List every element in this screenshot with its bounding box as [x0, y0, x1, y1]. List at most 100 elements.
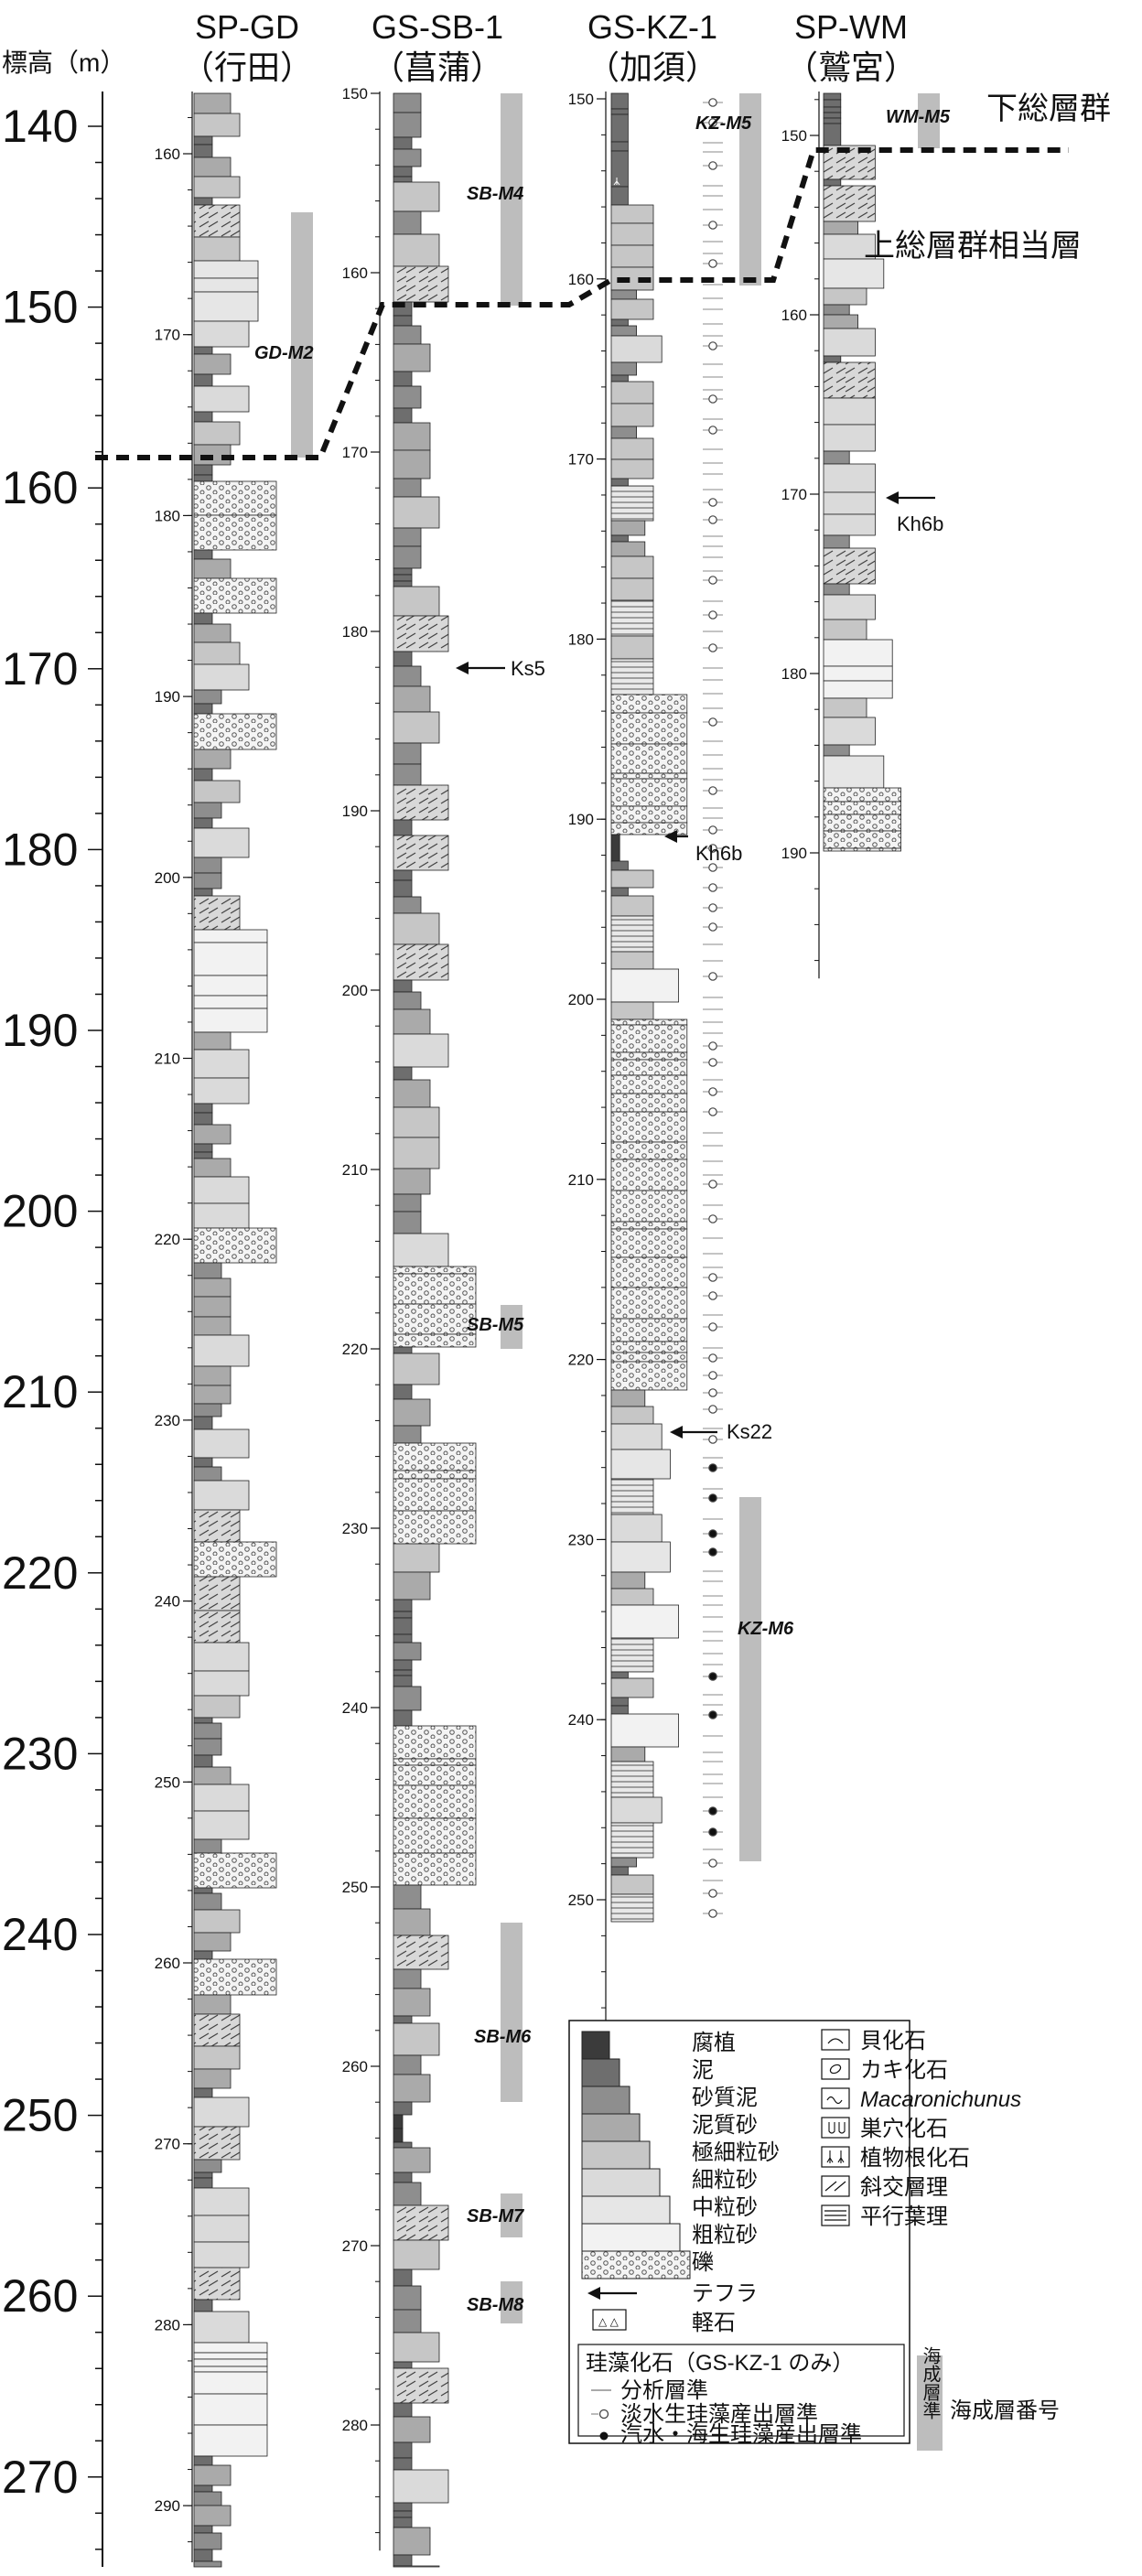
lithology-bed [393, 2309, 422, 2333]
legend-struct-cross: 斜交層理 [860, 2175, 948, 2200]
marine-bar-sb-m8 [501, 2281, 523, 2323]
lithology-bed [393, 1478, 477, 1512]
macaronichnus-icon [821, 2087, 850, 2109]
lithology-bed [393, 1303, 477, 1335]
lithology-bed [610, 834, 620, 862]
lithology-bed [610, 222, 654, 246]
diatom-fresh-marker [708, 717, 717, 727]
lithology-bed [193, 277, 259, 293]
lithology-bed [393, 2239, 440, 2270]
legend-diatom-marine-icon [599, 2431, 609, 2441]
core-column-kz [610, 92, 688, 1923]
lithology-bed [193, 1416, 213, 1430]
lithology-bed [193, 2342, 268, 2354]
lithology-bed [193, 421, 241, 446]
lithology-bed [393, 1033, 449, 1068]
lithology-bed [823, 450, 850, 465]
lithology-bed [193, 1509, 241, 1543]
diatom-fresh-marker [708, 1322, 717, 1331]
lithology-bed [393, 1193, 422, 1213]
lithology-bed [823, 178, 842, 187]
lithology-bed [393, 2416, 431, 2443]
lithology-bed [393, 166, 413, 178]
legend-pumice-box [592, 2309, 627, 2331]
legend-litho-f-sand: 細粒砂 [692, 2168, 758, 2193]
lithology-bed [393, 1659, 413, 1671]
lithology-bed [193, 2311, 250, 2344]
diatom-fresh-marker [708, 643, 717, 652]
depth-tick-label: 250 [568, 1892, 594, 1909]
lithology-bed [193, 2455, 213, 2466]
lithology-bed [393, 1968, 422, 1989]
lithology-bed [393, 784, 449, 821]
lithology-bed [193, 558, 232, 579]
legend-litho-m-sand: 中粒砂 [692, 2195, 758, 2220]
lithology-bed [193, 1892, 222, 1911]
lithology-bed [393, 1764, 477, 1786]
depth-tick-label: 180 [781, 665, 807, 683]
legend-lithology-swatch [581, 2168, 661, 2197]
lithology-bed [393, 1510, 477, 1545]
lithology-bed [823, 583, 850, 596]
legend-diatom-title: 珪藻化石（GS-KZ-1 のみ） [586, 2351, 854, 2376]
lithology-bed [393, 1908, 431, 1936]
lithology-bed [393, 1470, 477, 1480]
lithology-bed [610, 520, 646, 536]
lithology-bed [393, 210, 422, 235]
lithology-bed [393, 478, 422, 498]
lithology-bed [393, 2128, 404, 2143]
lithology-bed [193, 1151, 213, 1159]
lithology-bed [393, 615, 449, 652]
lithology-bed [393, 567, 413, 576]
lithology-bed [193, 291, 259, 322]
legend-struct-parallel: 平行葉理 [860, 2204, 948, 2229]
legend-diatom-fresh: 淡水生珪藻産出層準 [620, 2402, 818, 2427]
lithology-bed [393, 711, 440, 744]
lithology-bed [393, 1346, 413, 1354]
diatom-fresh-marker [708, 922, 717, 932]
depth-tick-label: 150 [568, 91, 594, 108]
diatom-fresh-marker [708, 844, 717, 853]
diatom-fresh-marker [708, 341, 717, 350]
legend-litho-gravel: 礫 [692, 2250, 714, 2275]
lithology-bed [393, 912, 440, 945]
lithology-bed [193, 2172, 213, 2179]
legend-litho-c-sand: 粗粒砂 [692, 2223, 758, 2247]
lithology-bed [193, 514, 277, 551]
lithology-bed [193, 464, 213, 476]
legend-lithology-swatch [581, 2058, 620, 2087]
depth-tick-label: 250 [155, 1773, 180, 1791]
legend-diatom-frame [577, 2344, 905, 2437]
lithology-bed [610, 1449, 671, 1480]
lithology-bed [193, 135, 213, 146]
lithology-bed [393, 580, 413, 587]
lithology-bed [610, 599, 654, 637]
depth-tick-label: 160 [781, 307, 807, 324]
lithology-bed [393, 2517, 413, 2528]
lithology-bed [823, 328, 876, 357]
diatom-fresh-marker [708, 576, 717, 585]
lithology-bed [393, 1817, 477, 1854]
lithology-bed [610, 1256, 688, 1288]
lithology-bed [823, 287, 867, 306]
lithology-bed [193, 1385, 232, 1405]
lithology-bed [823, 491, 876, 515]
lithology-bed [193, 749, 232, 770]
lithology-bed [823, 106, 842, 113]
lithology-bed [610, 426, 638, 439]
depth-tick-label: 280 [342, 2417, 368, 2434]
core-column-sb [393, 92, 477, 2568]
lithology-bed [610, 743, 688, 774]
lithology-bed [193, 1852, 277, 1889]
diatom-marine-marker [708, 1827, 717, 1837]
shell-fossil-icon [821, 2029, 850, 2051]
lithology-bed [610, 374, 629, 383]
lithology-bed [610, 1059, 688, 1076]
lithology-bed [393, 148, 422, 167]
lithology-bed [193, 1738, 222, 1756]
lithology-bed [393, 1988, 431, 2017]
lithology-bed [393, 1333, 477, 1348]
lithology-bed [193, 1950, 213, 1960]
lithology-bed [393, 2172, 413, 2183]
diatom-marine-marker [708, 1529, 717, 1538]
